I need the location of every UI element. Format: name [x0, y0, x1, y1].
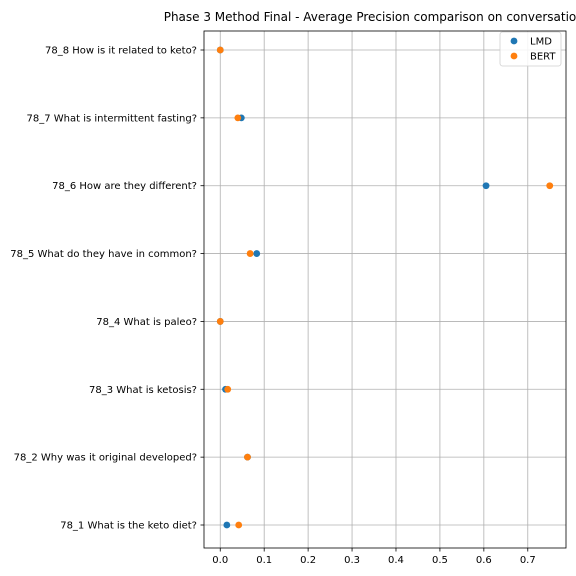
data-point-lmd: [482, 182, 490, 190]
y-tick-label: 78_3 What is ketosis?: [89, 385, 197, 396]
data-point-lmd: [253, 250, 261, 257]
y-tick-label: 78_8 How is it related to keto?: [45, 46, 197, 57]
x-tick-label: 0.7: [520, 555, 536, 566]
legend: LMD BERT: [499, 31, 562, 67]
y-tick-label: 78_5 What do they have in common?: [10, 249, 197, 260]
x-tick-label: 0.4: [388, 555, 404, 566]
legend-marker-bert: [510, 52, 518, 60]
y-tick-label: 78_1 What is the keto diet?: [60, 521, 197, 532]
x-tick-label: 0.3: [344, 555, 360, 566]
grid: [204, 31, 566, 548]
plot-frame: [203, 30, 567, 549]
data-point-bert: [246, 250, 254, 257]
legend-label-lmd: LMD: [530, 37, 552, 48]
x-tick-label: 0.5: [432, 555, 448, 566]
x-tick-label: 0.2: [300, 555, 316, 566]
legend-label-bert: BERT: [530, 52, 556, 63]
data-point-bert: [224, 385, 232, 393]
y-tick-label: 78_6 How are they different?: [52, 181, 197, 192]
x-tick-label: 0.0: [212, 555, 228, 566]
data-point-bert: [546, 182, 554, 190]
data-points: [216, 46, 554, 529]
data-point-bert: [244, 453, 251, 461]
axes: 0.0 0.1 0.2 0.3 0.4 0.5 0.6 0.7 78_8 How is it r…: [10, 30, 567, 566]
x-tick-label: 0.6: [476, 555, 492, 566]
legend-marker-lmd: [510, 37, 518, 45]
x-tick-label: 0.1: [256, 555, 272, 566]
y-tick-label: 78_4 What is paleo?: [96, 317, 197, 328]
data-point-bert: [235, 521, 243, 529]
chart-title: Phase 3 Method Final - Average Precision…: [164, 10, 576, 24]
y-tick-label: 78_2 Why was it original developed?: [14, 453, 197, 464]
data-point-bert: [234, 114, 242, 122]
data-point-bert: [216, 46, 224, 54]
data-point-lmd: [223, 521, 231, 529]
data-point-bert: [216, 318, 224, 325]
y-tick-label: 78_7 What is intermittent fasting?: [26, 113, 197, 124]
